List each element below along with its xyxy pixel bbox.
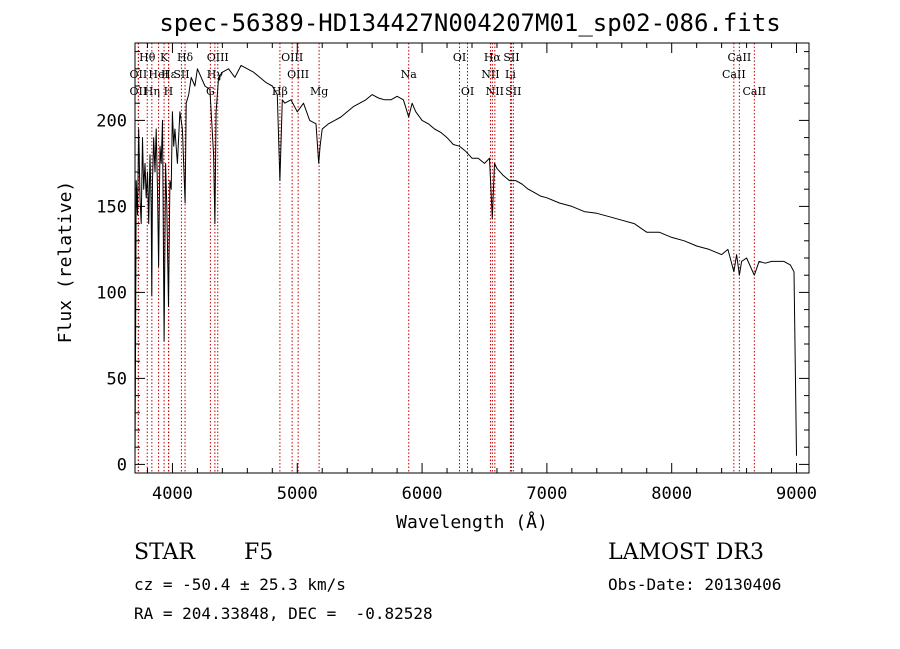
spectral-line-label-23: SII — [503, 51, 519, 64]
spectral-line-label-2: HeI — [148, 68, 168, 81]
spectral-line-label-7: Hδ — [177, 51, 194, 64]
y-axis-label: Flux (relative) — [55, 181, 76, 344]
y-tick-label: 50 — [107, 369, 127, 389]
spectral-line-label-16: Mg — [310, 85, 328, 98]
spectral-line-label-11: OIII — [207, 51, 229, 64]
spectral-line-label-21: NII — [481, 68, 499, 81]
spectral-line-label-9: Hε — [161, 68, 177, 81]
y-tick-label: 150 — [96, 197, 127, 217]
spectral-line-markers — [137, 43, 755, 473]
x-tick-label: 6000 — [402, 484, 443, 504]
y-tick-label: 100 — [96, 283, 127, 303]
spectral-line-label-1: OII — [130, 68, 148, 81]
x-tick-label: 7000 — [526, 484, 567, 504]
spectrum-series — [134, 64, 797, 462]
spectral-line-label-26: CaII — [728, 51, 752, 64]
object-subclass: F5 — [244, 540, 274, 565]
y-tick-label: 200 — [96, 111, 127, 131]
spectral-line-label-28: CaII — [742, 85, 766, 98]
spectral-line-label-22: NII — [486, 85, 504, 98]
spectral-line-label-12: Hγ — [207, 68, 224, 81]
spectral-line-label-4: Hη — [144, 85, 160, 98]
spectral-line-label-0: Hθ — [139, 51, 156, 64]
spectrum-line-0 — [134, 64, 797, 462]
x-tick-label: 8000 — [651, 484, 692, 504]
x-tick-label: 4000 — [152, 484, 193, 504]
spectral-line-label-14: OIII — [281, 51, 303, 64]
spectral-line-label-3: OII — [130, 85, 148, 98]
y-tick-label: 0 — [117, 455, 127, 475]
observation-date: Obs-Date: 20130406 — [608, 575, 782, 594]
coordinates: RA = 204.33848, DEC = -0.82528 — [134, 604, 433, 623]
redshift-value: cz = -50.4 ± 25.3 km/s — [134, 575, 346, 594]
x-tick-label: 5000 — [277, 484, 318, 504]
spectral-line-label-15: OIII — [287, 68, 309, 81]
spectral-line-label-24: Li — [505, 68, 516, 81]
spectral-line-label-6: H — [164, 85, 174, 98]
plot-frame — [134, 42, 810, 474]
spectral-line-label-17: Na — [401, 68, 418, 81]
spectral-line-label-25: SII — [505, 85, 521, 98]
spectral-line-label-5: K — [160, 51, 169, 64]
chart-title: spec-56389-HD134427N004207M01_sp02-086.f… — [159, 9, 780, 37]
spectral-line-label-8: SII — [173, 68, 189, 81]
x-tick-label: 9000 — [776, 484, 817, 504]
object-type: STAR — [134, 540, 195, 565]
spectral-line-label-19: OI — [461, 85, 474, 98]
spectral-line-label-20: Hα — [484, 51, 502, 64]
spectral-line-label-27: CaII — [722, 68, 746, 81]
spectral-line-label-13: Hβ — [272, 85, 288, 98]
survey-name: LAMOST DR3 — [608, 540, 764, 565]
axis-ticks: 4000 5000 6000 7000 8000 9000 0 50 100 150 200 — [96, 43, 817, 504]
spectral-line-label-18: OI — [453, 51, 466, 64]
x-axis-label: Wavelength (Å) — [396, 511, 548, 533]
